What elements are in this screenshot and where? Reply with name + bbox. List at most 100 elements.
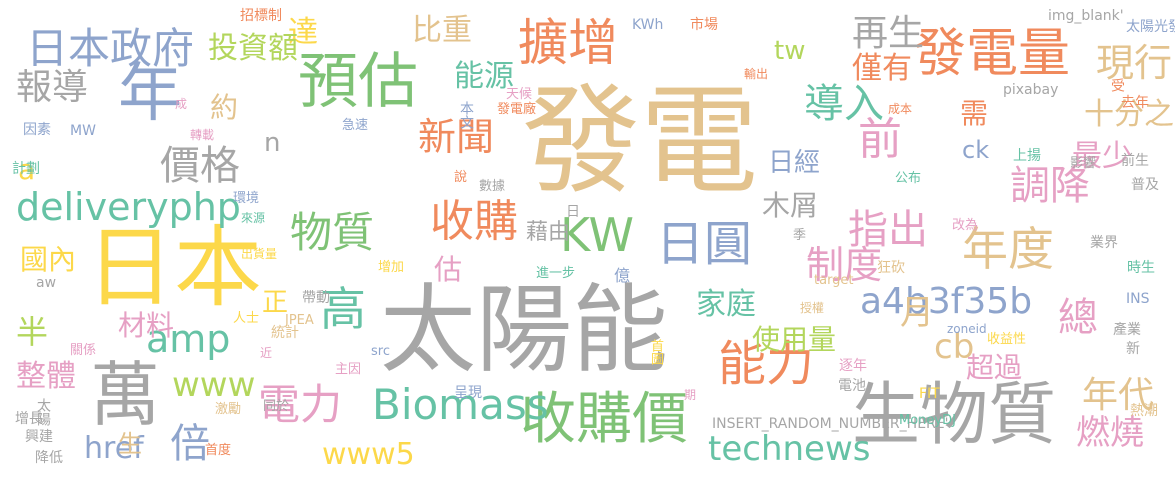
cloud-word-zh-114: 收益性 <box>987 332 1027 347</box>
cloud-word-zh-96: 數據 <box>479 179 506 194</box>
cloud-word-zh-108: 時生 <box>1127 260 1155 276</box>
cloud-word-a: a <box>18 153 36 186</box>
cloud-word-zh-112: 授權 <box>800 301 825 315</box>
cloud-word-zh-46: 半 <box>16 313 49 351</box>
cloud-word-zh-14: 物質 <box>290 208 375 257</box>
cloud-word-zh-8: 發電量 <box>914 24 1071 84</box>
cloud-word-n: n <box>264 128 281 158</box>
cloud-word-cb: cb <box>934 327 975 367</box>
cloud-word-zh-91: 影響 <box>1070 156 1097 171</box>
cloud-word-zh-32: 報導 <box>16 67 89 108</box>
cloud-word-kw: KW <box>560 208 635 262</box>
cloud-word-zh-27: 高 <box>320 282 366 336</box>
cloud-word-kwh: KWh <box>632 17 664 33</box>
cloud-word-zh-99: 來源 <box>241 211 266 225</box>
cloud-word-aw: aw <box>36 275 57 291</box>
cloud-word-fit: FIT <box>919 386 940 402</box>
cloud-word-biomass: Biomass <box>372 380 549 429</box>
cloud-word-zh-28: 前 <box>858 114 902 165</box>
cloud-word-target: target <box>814 273 854 288</box>
cloud-word-zh-45: 約 <box>210 91 239 124</box>
cloud-word-zh-130: 熱潮 <box>1130 403 1158 419</box>
cloud-word-zh-62: 藉由 <box>526 220 571 245</box>
cloud-word-zh-3: 生物質 <box>852 376 1057 455</box>
cloud-word-zh-92: 普及 <box>1131 177 1159 193</box>
cloud-word-zh-80: 去年 <box>1121 95 1149 111</box>
cloud-word-zh-18: 價格 <box>160 143 240 189</box>
cloud-word-src: src <box>371 344 390 359</box>
cloud-word-zh-54: 最少 <box>1072 139 1132 174</box>
cloud-word-zh-10: 日本政府 <box>26 24 195 73</box>
cloud-word-zh-50: 家庭 <box>696 287 756 322</box>
cloud-word-zh-98: 計劃 <box>12 161 40 177</box>
cloud-word-zh-85: 本文 <box>458 101 474 129</box>
cloud-word-zh-84: 成本 <box>888 102 913 116</box>
cloud-word-zh-6: 年 <box>118 57 182 131</box>
cloud-word-zh-134: 激勵 <box>215 402 242 417</box>
cloud-word-zh-137: 降低 <box>35 450 63 466</box>
cloud-word-zh-4: 收購價 <box>520 387 688 452</box>
cloud-word-zh-103: 增加 <box>378 260 405 275</box>
cloud-word-zh-13: 收購 <box>430 196 518 247</box>
cloud-word-jpea: JPEA <box>285 313 314 328</box>
cloud-word-zh-81: 成 <box>175 97 188 111</box>
cloud-word-zh-136: 興建 <box>25 429 53 445</box>
cloud-word-zh-42: 比重 <box>412 13 472 48</box>
cloud-word-zh-93: 上揚 <box>1013 148 1041 164</box>
cloud-word-zh-70: 億 <box>614 266 631 285</box>
cloud-word-zh-16: 能力 <box>718 336 815 392</box>
cloud-word-zh-126: 電池 <box>838 378 866 394</box>
cloud-word-zh-131: 呈現 <box>454 385 482 401</box>
cloud-word-zh-1: 太陽能 <box>380 274 668 386</box>
cloud-word-zh-121: 近 <box>260 346 273 360</box>
cloud-word-zh-89: 急速 <box>342 118 369 133</box>
cloud-word-zh-102: 帶動 <box>302 290 330 306</box>
cloud-word-ins: INS <box>1126 291 1150 307</box>
cloud-word-zh-17: 年度 <box>962 222 1054 276</box>
cloud-word-zh-2: 日本 <box>86 216 263 319</box>
cloud-word-zh-57: 木屑 <box>762 189 819 222</box>
cloud-word-zh-88: 轉載 <box>190 128 215 142</box>
cloud-word-zh-120: 關係 <box>70 343 97 358</box>
cloud-word-a4b3f35b: a4b3f35b <box>860 281 1033 322</box>
cloud-word-zh-82: 天候 <box>506 87 533 102</box>
cloud-word-zh-97: 環境 <box>233 191 260 206</box>
cloud-word-zh-104: 進一步 <box>536 266 576 281</box>
cloud-word-zh-33: 新聞 <box>418 115 495 159</box>
cloud-word-mw: MW <box>70 123 96 139</box>
cloud-word-zh-39: 年代 <box>1082 375 1155 416</box>
cloud-word-zh-125: 逐年 <box>839 358 867 374</box>
cloud-word-zh-34: 制度 <box>806 243 883 287</box>
cloud-word-zh-116: 新 <box>1126 341 1140 357</box>
cloud-word-href: href <box>84 431 144 466</box>
cloud-word-insert-random-number-here: INSERT_RANDOM_NUMBER_HERE' <box>712 416 949 432</box>
cloud-word-zh-107: 業界 <box>1090 235 1118 251</box>
cloud-word-tw: tw <box>774 36 806 66</box>
cloud-word-zh-94: 公布 <box>895 171 922 186</box>
cloud-word-zh-38: 月 <box>900 293 934 333</box>
cloud-word-zh-115: 產業 <box>1113 322 1141 338</box>
cloud-word-zh-132: 增長 <box>15 411 43 427</box>
cloud-word-zh-0: 發電 <box>522 72 759 210</box>
cloud-word-zh-56: 日經 <box>768 148 821 178</box>
cloud-word-zh-48: 整體 <box>16 359 76 394</box>
cloud-word-zh-55: 需 <box>960 97 989 130</box>
cloud-word-zh-124: 首圖 <box>648 339 663 365</box>
cloud-word-technews: technews <box>708 429 871 469</box>
cloud-word-zh-35: 現行 <box>1096 41 1173 85</box>
cloud-word-zh-58: 再生 <box>852 13 925 54</box>
cloud-word-zh-15: 電力 <box>258 380 343 429</box>
cloud-word-zh-74: 太陽光發電協會 <box>1126 19 1175 35</box>
cloud-word-zh-59: 僅有 <box>852 51 912 86</box>
cloud-word-img-blank: img_blank' <box>1048 8 1124 24</box>
cloud-word-zh-67: 生 <box>118 430 142 458</box>
cloud-word-zh-51: 使用量 <box>752 323 837 356</box>
cloud-word-zh-95: 說 <box>454 170 468 185</box>
cloud-word-zh-119: 統計 <box>271 325 299 341</box>
cloud-word-zh-41: 達 <box>288 15 318 50</box>
cloud-word-zh-29: 導入 <box>804 81 884 127</box>
cloud-word-zoneid: zoneid <box>947 322 987 336</box>
cloud-word-zh-9: 擴增 <box>518 14 618 72</box>
cloud-word-zh-79: 受 <box>1109 78 1125 92</box>
